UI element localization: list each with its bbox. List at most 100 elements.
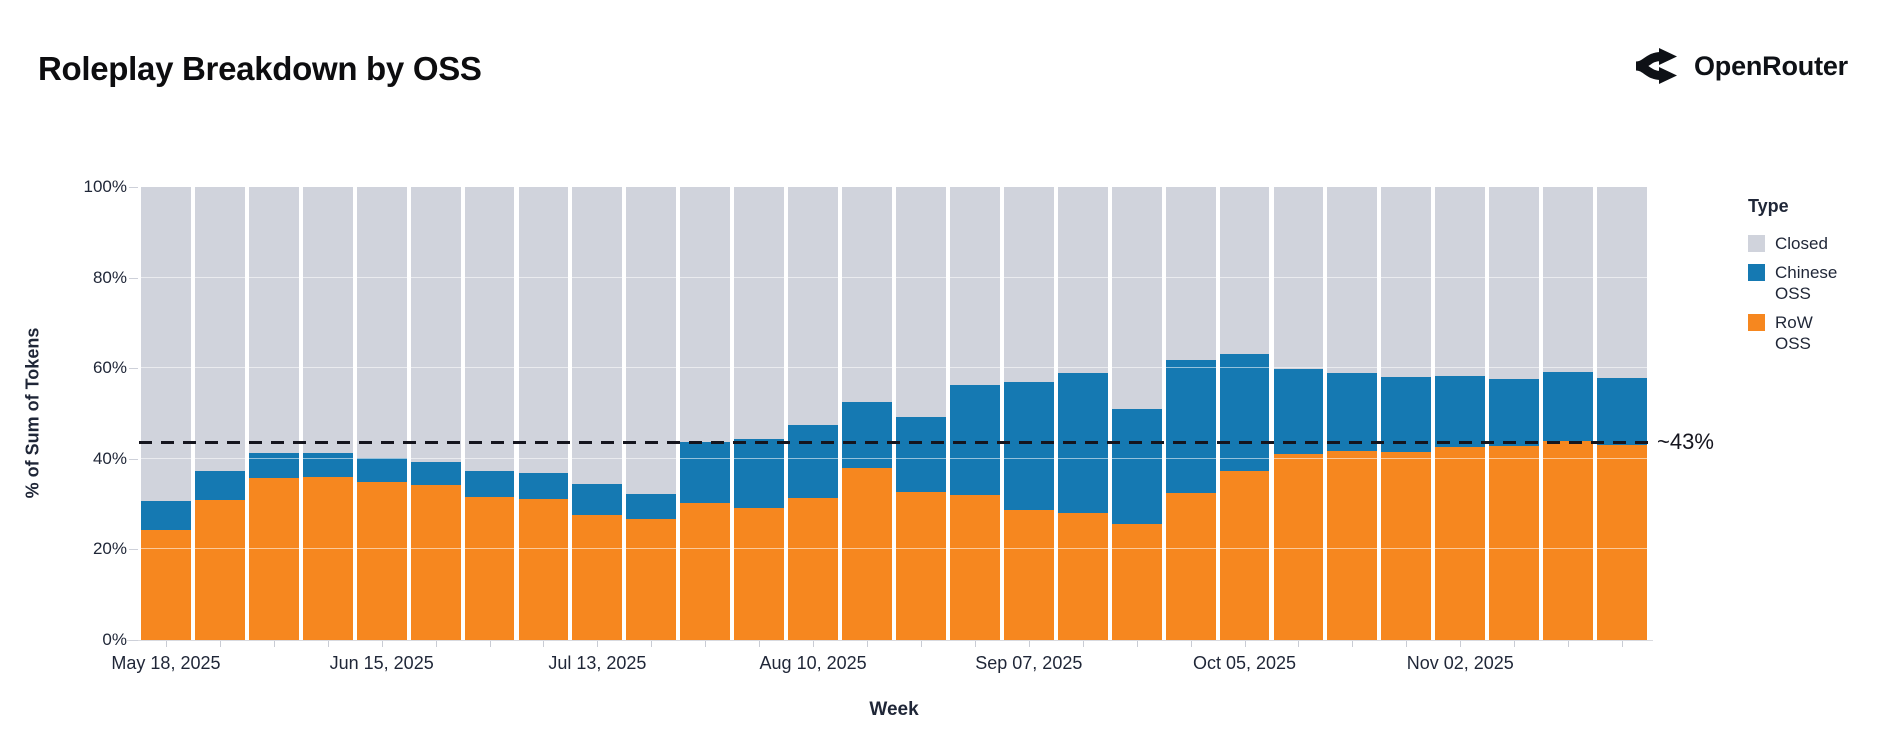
segment-row-oss[interactable] — [1165, 493, 1216, 640]
bar-oct-05-2025[interactable] — [1218, 187, 1272, 640]
segment-row-oss[interactable] — [1435, 447, 1486, 640]
segment-row-oss[interactable] — [896, 491, 946, 640]
segment-chinese-oss[interactable] — [1381, 377, 1432, 453]
bar-nov-16-2025[interactable] — [1541, 187, 1595, 640]
bar-aug-03-2025[interactable] — [732, 187, 786, 640]
segment-row-oss[interactable] — [842, 467, 892, 640]
legend-item-chinese-oss[interactable]: Chinese OSS — [1748, 263, 1878, 304]
legend-item-row-oss[interactable]: RoW OSS — [1748, 313, 1878, 354]
segment-chinese-oss[interactable] — [518, 473, 569, 500]
segment-closed[interactable] — [680, 187, 731, 443]
segment-closed[interactable] — [896, 187, 946, 418]
segment-row-oss[interactable] — [949, 495, 1000, 640]
legend-item-closed[interactable]: Closed — [1748, 234, 1878, 254]
segment-closed[interactable] — [410, 187, 461, 462]
segment-row-oss[interactable] — [626, 519, 677, 640]
segment-chinese-oss[interactable] — [788, 424, 839, 498]
bar-jul-06-2025[interactable] — [517, 187, 571, 640]
segment-chinese-oss[interactable] — [1057, 372, 1108, 514]
segment-closed[interactable] — [1597, 187, 1647, 378]
segment-chinese-oss[interactable] — [1165, 360, 1216, 494]
segment-row-oss[interactable] — [680, 503, 731, 640]
bar-oct-12-2025[interactable] — [1272, 187, 1326, 640]
segment-row-oss[interactable] — [1003, 509, 1054, 640]
segment-chinese-oss[interactable] — [896, 417, 946, 492]
bar-aug-31-2025[interactable] — [948, 187, 1002, 640]
segment-row-oss[interactable] — [410, 485, 461, 640]
segment-closed[interactable] — [842, 187, 892, 403]
segment-chinese-oss[interactable] — [194, 471, 245, 500]
bar-aug-10-2025[interactable] — [786, 187, 840, 640]
segment-closed[interactable] — [572, 187, 623, 485]
segment-closed[interactable] — [1057, 187, 1108, 373]
segment-closed[interactable] — [734, 187, 785, 439]
segment-chinese-oss[interactable] — [356, 458, 407, 482]
segment-closed[interactable] — [194, 187, 245, 472]
segment-chinese-oss[interactable] — [949, 384, 1000, 496]
segment-chinese-oss[interactable] — [1273, 369, 1324, 454]
bar-jul-27-2025[interactable] — [678, 187, 732, 640]
segment-closed[interactable] — [141, 187, 191, 501]
segment-row-oss[interactable] — [302, 477, 353, 640]
segment-closed[interactable] — [1219, 187, 1270, 355]
segment-row-oss[interactable] — [1273, 453, 1324, 640]
segment-closed[interactable] — [356, 187, 407, 459]
segment-chinese-oss[interactable] — [248, 453, 299, 479]
segment-chinese-oss[interactable] — [734, 438, 785, 509]
segment-row-oss[interactable] — [572, 514, 623, 640]
bar-jun-08-2025[interactable] — [301, 187, 355, 640]
segment-closed[interactable] — [1543, 187, 1594, 372]
segment-row-oss[interactable] — [1219, 471, 1270, 640]
bar-nov-09-2025[interactable] — [1487, 187, 1541, 640]
segment-closed[interactable] — [949, 187, 1000, 385]
segment-chinese-oss[interactable] — [1219, 354, 1270, 472]
segment-closed[interactable] — [788, 187, 839, 425]
segment-chinese-oss[interactable] — [626, 494, 677, 520]
bar-jun-29-2025[interactable] — [463, 187, 517, 640]
segment-chinese-oss[interactable] — [141, 500, 191, 530]
segment-closed[interactable] — [302, 187, 353, 454]
bar-nov-02-2025[interactable] — [1433, 187, 1487, 640]
bar-sep-14-2025[interactable] — [1056, 187, 1110, 640]
segment-row-oss[interactable] — [1057, 513, 1108, 640]
bar-jun-22-2025[interactable] — [409, 187, 463, 640]
segment-closed[interactable] — [626, 187, 677, 495]
bar-jul-13-2025[interactable] — [570, 187, 624, 640]
segment-row-oss[interactable] — [194, 500, 245, 640]
bar-sep-07-2025[interactable] — [1002, 187, 1056, 640]
segment-row-oss[interactable] — [141, 529, 191, 640]
bar-may-18-2025[interactable] — [139, 187, 193, 640]
segment-row-oss[interactable] — [1597, 445, 1647, 640]
segment-row-oss[interactable] — [734, 508, 785, 640]
segment-row-oss[interactable] — [1381, 452, 1432, 640]
bar-oct-26-2025[interactable] — [1379, 187, 1433, 640]
segment-closed[interactable] — [1435, 187, 1486, 376]
segment-chinese-oss[interactable] — [1003, 381, 1054, 510]
segment-chinese-oss[interactable] — [1111, 408, 1162, 525]
segment-closed[interactable] — [464, 187, 515, 471]
bar-sep-21-2025[interactable] — [1110, 187, 1164, 640]
segment-chinese-oss[interactable] — [410, 461, 461, 486]
segment-chinese-oss[interactable] — [680, 442, 731, 504]
bar-aug-17-2025[interactable] — [840, 187, 894, 640]
segment-row-oss[interactable] — [1111, 524, 1162, 640]
bar-oct-19-2025[interactable] — [1325, 187, 1379, 640]
segment-row-oss[interactable] — [1543, 441, 1594, 640]
segment-closed[interactable] — [1381, 187, 1432, 378]
segment-row-oss[interactable] — [1327, 451, 1378, 640]
segment-closed[interactable] — [1273, 187, 1324, 370]
segment-chinese-oss[interactable] — [1597, 377, 1647, 446]
segment-closed[interactable] — [518, 187, 569, 474]
bar-nov-23-2025[interactable] — [1595, 187, 1649, 640]
segment-chinese-oss[interactable] — [572, 484, 623, 515]
segment-chinese-oss[interactable] — [1543, 371, 1594, 442]
segment-closed[interactable] — [1489, 187, 1540, 380]
segment-closed[interactable] — [1327, 187, 1378, 374]
segment-row-oss[interactable] — [464, 497, 515, 640]
bar-sep-28-2025[interactable] — [1164, 187, 1218, 640]
segment-row-oss[interactable] — [356, 481, 407, 640]
segment-closed[interactable] — [1111, 187, 1162, 409]
segment-chinese-oss[interactable] — [464, 470, 515, 498]
segment-chinese-oss[interactable] — [1327, 373, 1378, 452]
segment-closed[interactable] — [248, 187, 299, 454]
